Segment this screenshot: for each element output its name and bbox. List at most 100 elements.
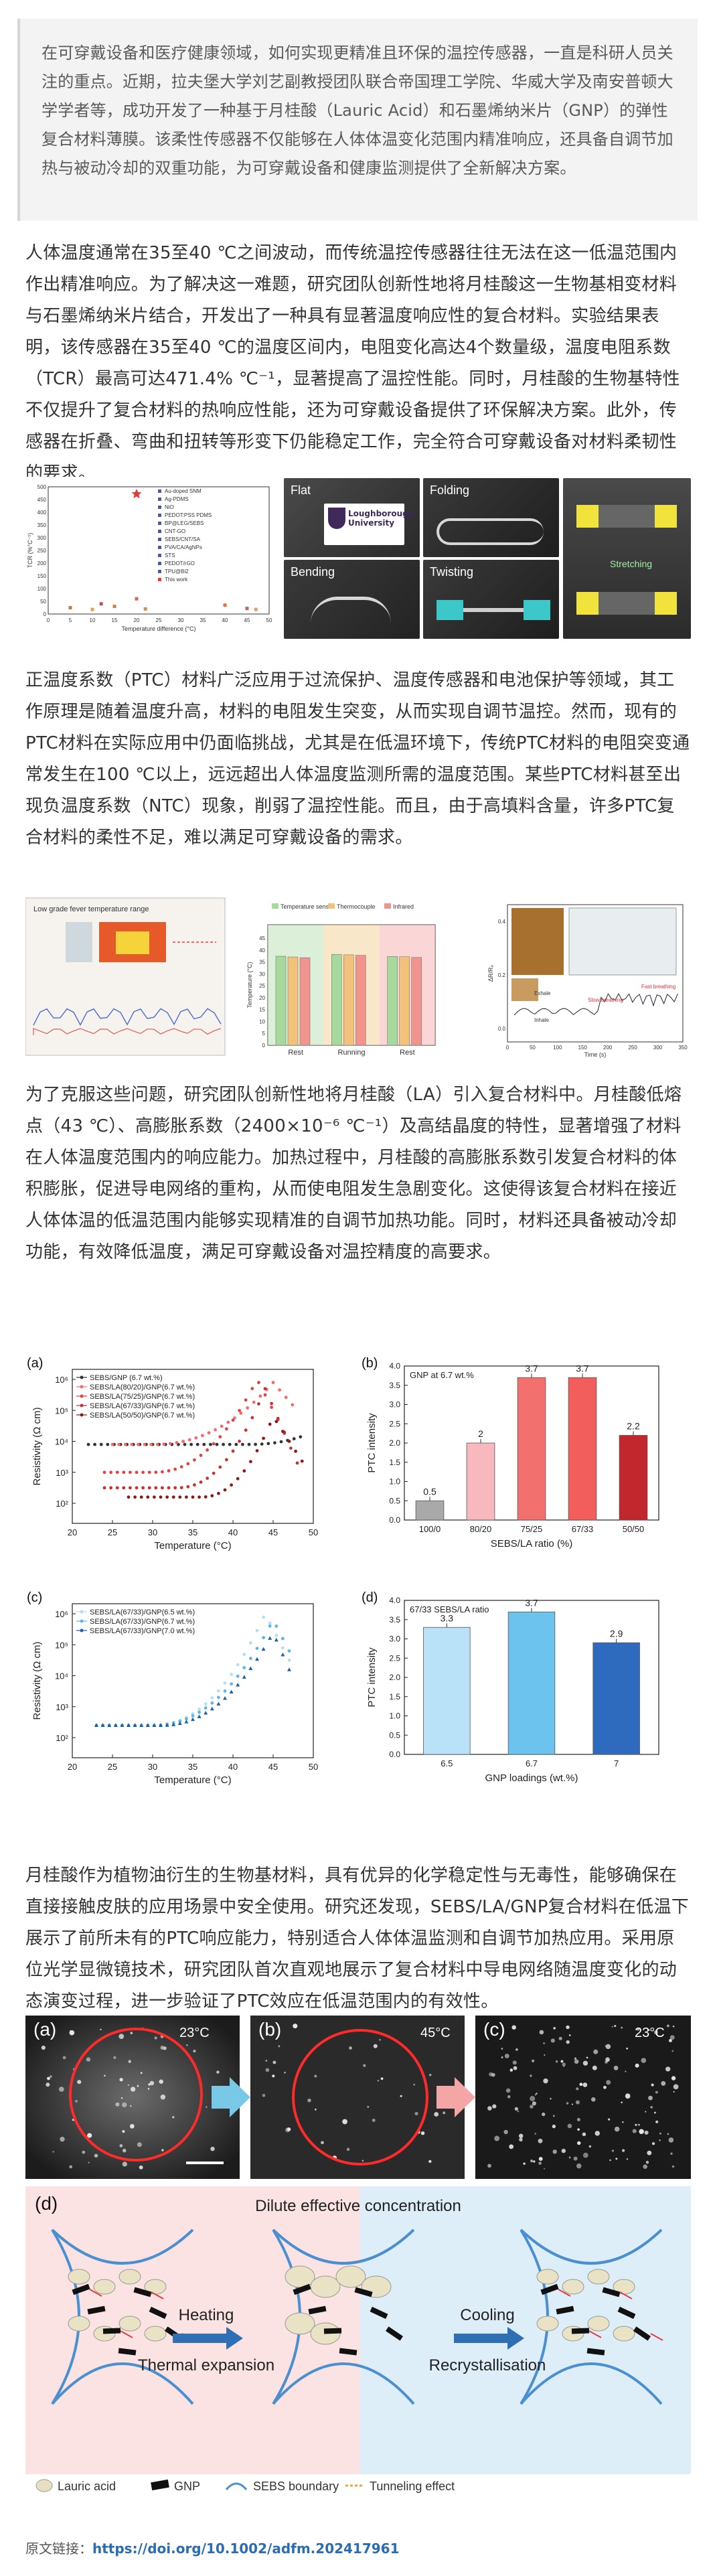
particle-speckle: [538, 2138, 543, 2143]
particle-speckle: [154, 2036, 157, 2040]
gnp-flake: [308, 2305, 327, 2315]
ptc-bar: [568, 1377, 597, 1521]
data-point: [255, 1647, 259, 1651]
legend-marker: [80, 1619, 84, 1623]
particle-speckle: [653, 2111, 656, 2114]
schematic-legend: Lauric acid GNP SEBS boundary Tunneling …: [35, 2479, 455, 2493]
particle-speckle: [113, 2056, 116, 2059]
y-tick-label: 150: [37, 573, 47, 579]
particle-speckle: [122, 2148, 127, 2153]
legend-entry: SEBS/GNP (6.7 wt.%): [90, 1374, 163, 1382]
x-tick-label: 35: [200, 617, 206, 623]
y-tick-label: 35: [259, 960, 265, 966]
gnp-flake: [602, 2287, 621, 2297]
photo-flat-label: Flat: [291, 483, 311, 497]
legend-swatch: [384, 903, 391, 909]
legend-entry: SEBS/LA(50/50)/GNP(6.7 wt.%): [90, 1412, 195, 1420]
legend-tunneling: Tunneling effect: [370, 2480, 455, 2493]
particle-speckle: [210, 2146, 215, 2151]
gnp-flake: [617, 2306, 636, 2320]
source-link[interactable]: https://doi.org/10.1002/adfm.202417961: [92, 2541, 400, 2557]
legend-entry: Temperature sensor: [281, 903, 334, 910]
particle-speckle: [582, 2082, 588, 2087]
gnp-flake: [102, 2328, 121, 2334]
data-point: [171, 1495, 175, 1499]
data-point: [254, 1442, 257, 1446]
particle-speckle: [615, 2157, 618, 2160]
y-tick-label: 350: [37, 522, 47, 528]
data-point: [291, 1403, 295, 1407]
y-tick-label: 1.5: [389, 1692, 400, 1701]
data-point: [171, 1722, 176, 1726]
particle-speckle: [428, 2160, 432, 2164]
particle-speckle: [534, 2094, 537, 2096]
tunneling-link: [558, 2289, 571, 2297]
data-point: [184, 1720, 189, 1724]
particle-speckle: [128, 2060, 131, 2063]
data-point: [242, 1469, 246, 1473]
particle-speckle: [661, 2080, 666, 2086]
legend-marker: [158, 578, 161, 581]
data-point: [197, 1708, 201, 1711]
particle-speckle: [611, 2149, 615, 2152]
data-point: [141, 1486, 145, 1490]
data-point: [287, 1649, 291, 1653]
photo-bending: Bending: [284, 560, 420, 639]
sebs-boundary: [520, 2228, 663, 2265]
particle-speckle: [58, 2087, 64, 2092]
legend-entry: BP@LEG/SEBS: [165, 520, 204, 526]
x-tick-label: 50: [309, 1762, 318, 1772]
y-tick-label: 300: [37, 535, 47, 541]
data-point: [231, 1418, 235, 1422]
particle-speckle: [149, 2080, 155, 2086]
panel-label-a: (a): [33, 2019, 56, 2040]
particle-speckle: [512, 2060, 517, 2065]
x-tick-label: 350: [678, 1045, 688, 1051]
particle-speckle: [530, 2105, 534, 2109]
particle-speckle: [121, 2097, 123, 2099]
y-tick-label: 0.5: [389, 1496, 400, 1505]
panel-label: (b): [362, 1356, 378, 1371]
data-point: [185, 1495, 188, 1499]
data-point: [230, 1483, 233, 1487]
x-tick-label: 10: [90, 617, 96, 623]
particle-speckle: [140, 2072, 143, 2074]
lauric-acid-particle: [144, 2326, 167, 2342]
circle-marker-b: [292, 2029, 428, 2166]
particle-speckle: [185, 2044, 188, 2046]
particle-speckle: [590, 2097, 596, 2102]
data-point: [204, 1706, 208, 1710]
lauric-acid-icon: [35, 2479, 53, 2492]
panel-note: 67/33 SEBS/LA ratio: [410, 1604, 489, 1614]
y-axis-label: Temperature (°C): [246, 962, 253, 1008]
particle-speckle: [501, 2056, 503, 2058]
particle-speckle: [603, 2085, 607, 2089]
particle-speckle: [639, 2129, 644, 2135]
figure-4-svg: (a) (b) (c) 23°C 45°C 23°C (d) Dilute ef…: [25, 2016, 691, 2493]
data-point: [102, 1470, 106, 1474]
particle-speckle: [667, 2133, 669, 2135]
sebs-boundary-icon: [225, 2482, 248, 2490]
bar-value-label: 2.9: [610, 1628, 623, 1639]
data-point: [165, 1495, 169, 1499]
legend-entry: SEBS/LA(67/33)/GNP(6.7 wt.%): [90, 1402, 195, 1410]
particle-speckle: [626, 2158, 629, 2160]
y-tick-label: 3.0: [389, 1400, 400, 1410]
particle-speckle: [605, 2044, 611, 2050]
particle-speckle: [611, 2026, 613, 2028]
particle-speckle: [69, 2165, 73, 2169]
data-point: [169, 1442, 172, 1446]
panel-label: (d): [362, 1590, 378, 1605]
sebs-boundary: [272, 2362, 415, 2405]
particle-speckle: [532, 2101, 536, 2106]
sebs-boundary: [51, 2362, 194, 2405]
data-point: [143, 607, 147, 611]
particle-speckle: [487, 2106, 492, 2111]
data-point: [145, 1723, 150, 1727]
particle-speckle: [41, 2045, 46, 2050]
x-axis-label: Temperature (°C): [154, 1540, 231, 1551]
particle-speckle: [413, 2083, 415, 2086]
data-point: [99, 602, 103, 606]
particle-speckle: [574, 2059, 579, 2064]
y-tick-label: 0.0: [389, 1750, 400, 1759]
